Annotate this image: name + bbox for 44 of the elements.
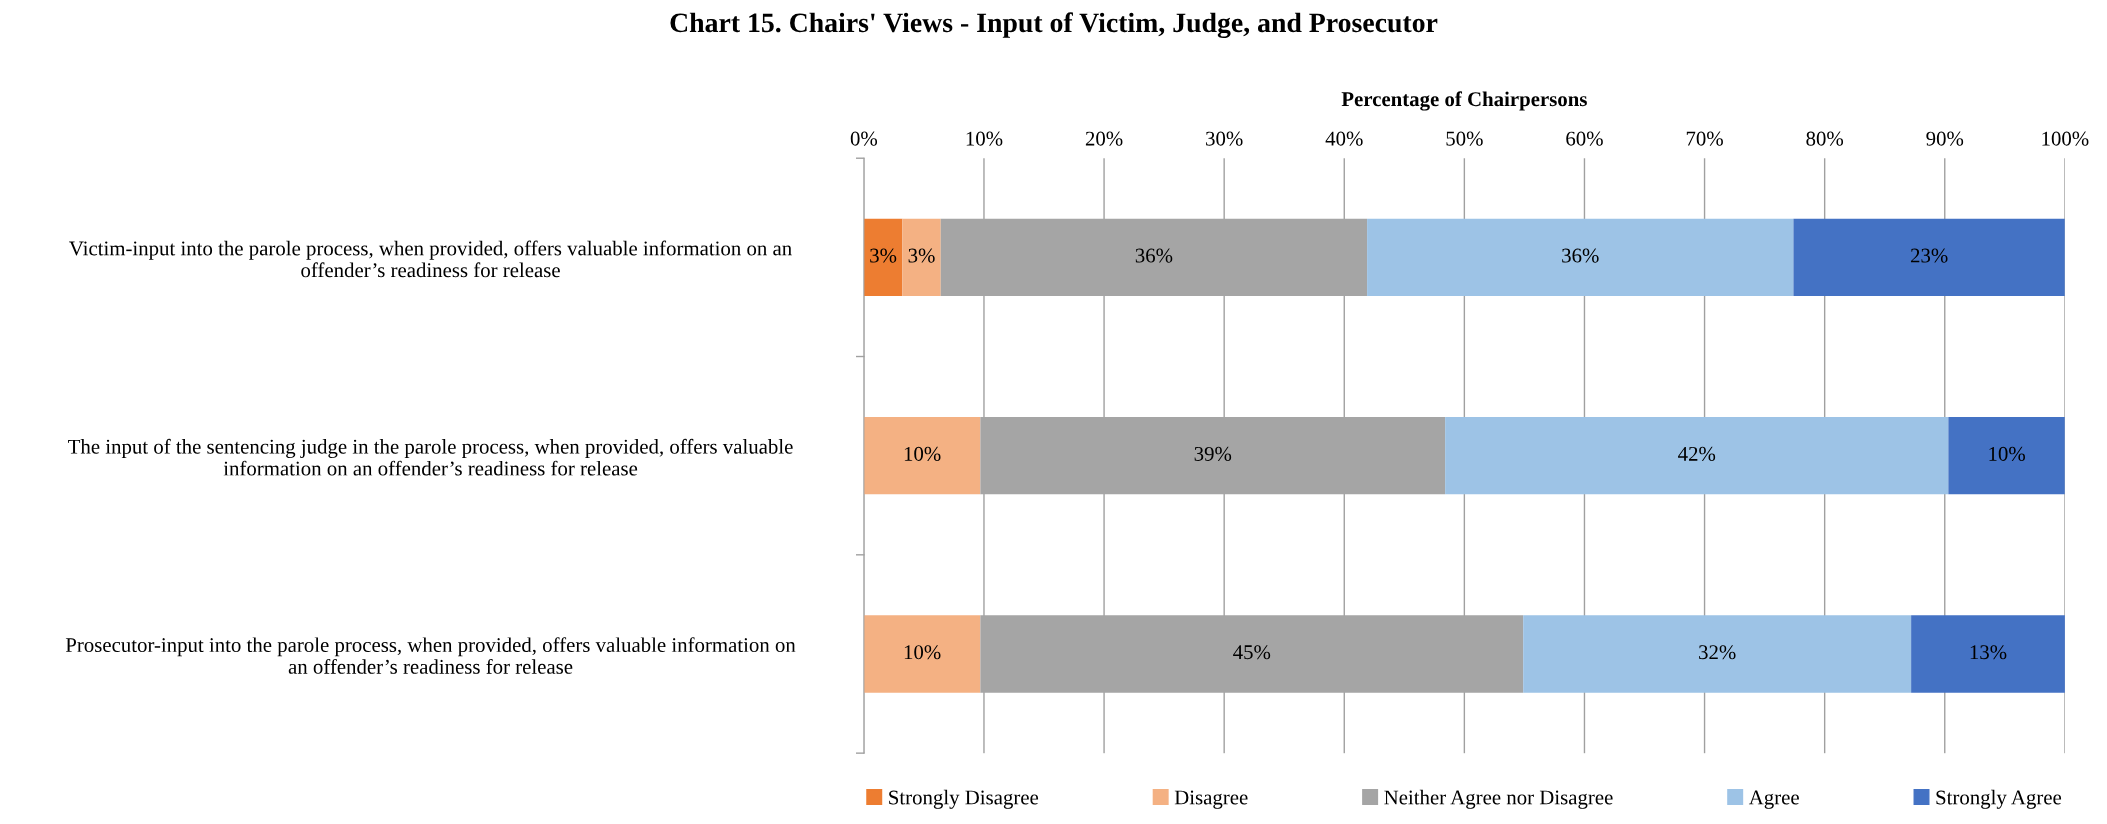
data-label: 3% — [908, 248, 935, 263]
data-label: 23% — [1910, 248, 1948, 263]
bar — [1523, 615, 1912, 693]
data-label: 42% — [1678, 446, 1716, 461]
x-axis-title: Percentage of Chairpersons — [1341, 91, 1587, 111]
x-tick-label: 70% — [1686, 131, 1723, 146]
legend-label: Neither Agree nor Disagree — [1384, 789, 1613, 809]
bar — [863, 417, 981, 495]
x-tick-label: 20% — [1085, 131, 1123, 146]
bar — [863, 218, 903, 297]
x-tick-label: 90% — [1926, 131, 1964, 146]
bar — [1948, 417, 2065, 495]
bar — [1911, 615, 2065, 693]
x-tick-label: 100% — [2042, 131, 2089, 146]
bar — [863, 615, 981, 693]
legend-label: Disagree — [1174, 790, 1248, 809]
data-label: 10% — [904, 645, 941, 660]
data-label: 3% — [870, 248, 897, 263]
data-label: 39% — [1194, 446, 1232, 461]
x-tick-label: 80% — [1806, 131, 1844, 146]
x-tick-label: 60% — [1566, 131, 1603, 146]
data-label: 36% — [1135, 248, 1173, 263]
legend-label: Strongly Agree — [1936, 789, 2062, 809]
data-label: 36% — [1562, 248, 1599, 263]
y-tick-label: The input of the sentencing judge in the parole process, when provided, offers valuable information on an offender’s readiness for release — [68, 438, 793, 476]
data-label: 10% — [904, 446, 941, 461]
legend-label: Strongly Disagree — [889, 789, 1039, 809]
legend-label: Agree — [1748, 790, 1799, 809]
data-label: 13% — [1970, 645, 2007, 660]
bar — [1367, 218, 1794, 297]
x-tick-label: 30% — [1206, 131, 1243, 146]
y-tick-label: Victim-input into the parole process, when provided, offers valuable information on an offender’s readiness for release — [69, 240, 792, 278]
x-tick-label: 40% — [1325, 131, 1363, 146]
data-label: 10% — [1989, 446, 2025, 461]
chart-title: Chart 15. Chairs' Views - Input of Victim, Judge, and Prosecutor — [670, 12, 1438, 39]
bar — [1793, 218, 2065, 297]
y-tick-label: Prosecutor-input into the parole process, when provided, offers valuable information on an offender’s readiness for release — [65, 637, 796, 674]
x-tick-label: 50% — [1446, 131, 1483, 146]
data-label: 32% — [1699, 645, 1736, 660]
bar — [1445, 417, 1949, 495]
x-tick-label: 10% — [966, 131, 1003, 146]
data-label: 45% — [1233, 645, 1271, 660]
x-tick-label: 0% — [850, 131, 878, 146]
bar — [902, 218, 941, 297]
